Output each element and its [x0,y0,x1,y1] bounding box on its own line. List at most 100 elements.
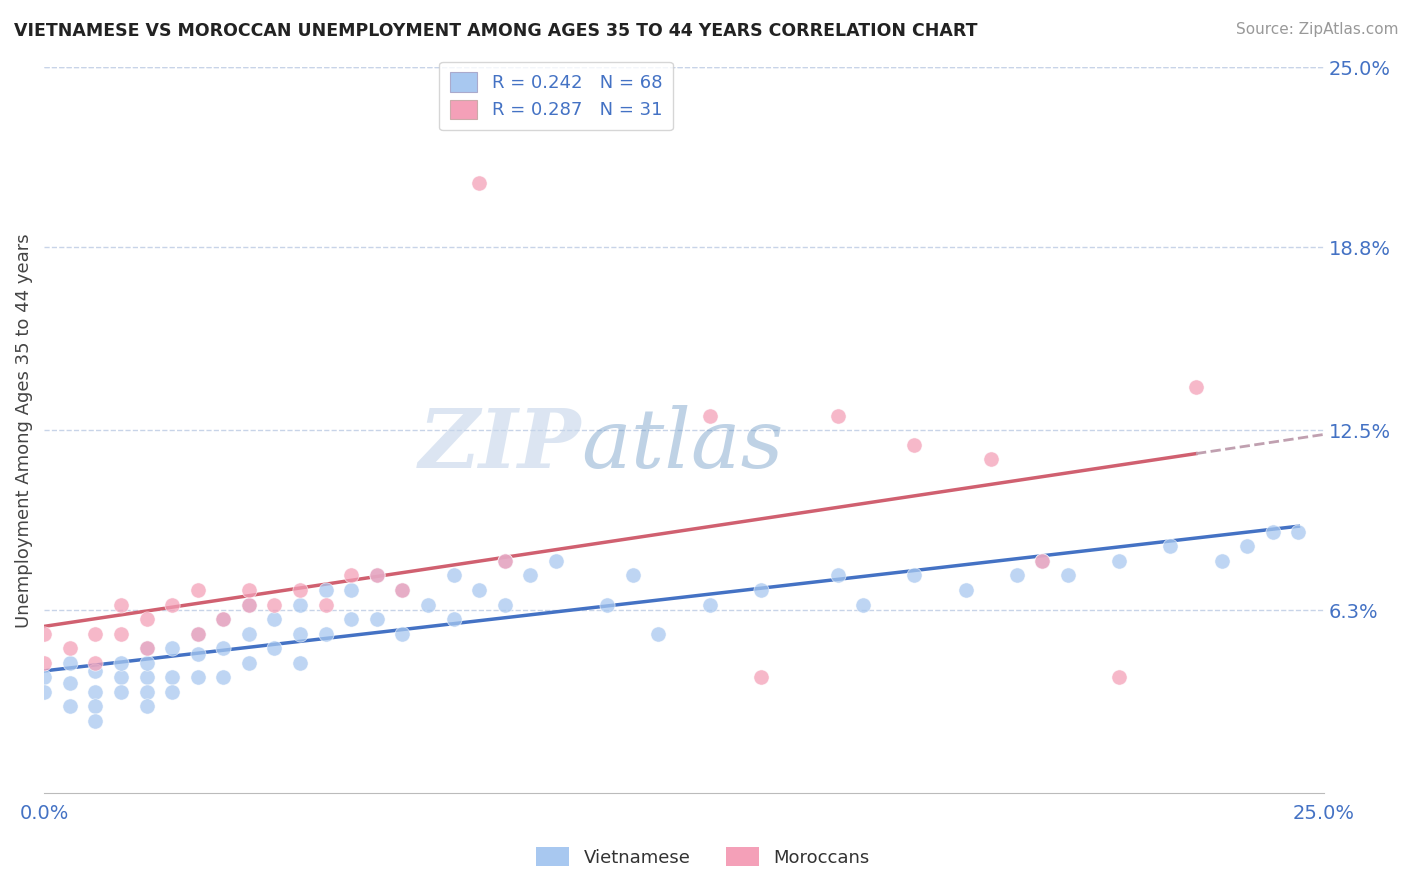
Point [263,612,285,626]
Point [749,582,772,597]
Point [238,582,260,597]
Point [827,568,849,582]
Point [1057,568,1080,582]
Point [340,568,363,582]
Point [366,612,388,626]
Point [980,452,1002,467]
Point [84,656,107,670]
Point [1031,554,1053,568]
Point [160,598,183,612]
Point [135,670,157,684]
Point [1211,554,1233,568]
Text: atlas: atlas [582,405,785,484]
Point [160,641,183,656]
Point [1236,540,1258,554]
Point [699,409,721,423]
Point [494,554,516,568]
Point [110,626,132,640]
Point [263,641,285,656]
Point [315,626,337,640]
Point [1261,524,1284,539]
Point [110,684,132,698]
Point [1005,568,1028,582]
Point [32,626,55,640]
Point [135,656,157,670]
Point [160,684,183,698]
Point [596,598,619,612]
Point [135,684,157,698]
Point [212,612,235,626]
Y-axis label: Unemployment Among Ages 35 to 44 years: Unemployment Among Ages 35 to 44 years [15,233,32,628]
Point [59,656,82,670]
Point [315,598,337,612]
Point [366,568,388,582]
Point [647,626,669,640]
Point [955,582,977,597]
Point [84,684,107,698]
Point [187,626,209,640]
Point [494,554,516,568]
Point [340,582,363,597]
Point [1286,524,1309,539]
Point [238,656,260,670]
Point [187,670,209,684]
Point [391,582,413,597]
Point [903,568,925,582]
Text: Source: ZipAtlas.com: Source: ZipAtlas.com [1236,22,1399,37]
Point [135,699,157,714]
Point [59,641,82,656]
Point [903,438,925,452]
Point [59,676,82,690]
Point [366,568,388,582]
Point [468,176,491,190]
Point [749,670,772,684]
Point [160,670,183,684]
Point [32,656,55,670]
Point [827,409,849,423]
Point [238,598,260,612]
Point [519,568,541,582]
Point [84,699,107,714]
Legend: Vietnamese, Moroccans: Vietnamese, Moroccans [529,840,877,874]
Point [135,641,157,656]
Point [212,612,235,626]
Point [238,598,260,612]
Point [391,582,413,597]
Text: ZIP: ZIP [419,405,582,484]
Point [84,714,107,728]
Point [1108,554,1130,568]
Point [621,568,644,582]
Point [1031,554,1053,568]
Point [187,582,209,597]
Point [110,656,132,670]
Point [544,554,567,568]
Point [699,598,721,612]
Point [1108,670,1130,684]
Point [84,665,107,679]
Point [32,670,55,684]
Point [212,641,235,656]
Point [238,626,260,640]
Point [315,582,337,597]
Point [288,598,311,612]
Point [1185,379,1208,393]
Point [187,626,209,640]
Point [110,670,132,684]
Point [59,699,82,714]
Point [494,598,516,612]
Point [1159,540,1181,554]
Text: VIETNAMESE VS MOROCCAN UNEMPLOYMENT AMONG AGES 35 TO 44 YEARS CORRELATION CHART: VIETNAMESE VS MOROCCAN UNEMPLOYMENT AMON… [14,22,977,40]
Point [212,670,235,684]
Point [110,598,132,612]
Point [340,612,363,626]
Point [443,612,465,626]
Point [416,598,439,612]
Point [135,641,157,656]
Point [468,582,491,597]
Legend: R = 0.242   N = 68, R = 0.287   N = 31: R = 0.242 N = 68, R = 0.287 N = 31 [439,62,673,130]
Point [852,598,875,612]
Point [288,582,311,597]
Point [443,568,465,582]
Point [288,626,311,640]
Point [32,684,55,698]
